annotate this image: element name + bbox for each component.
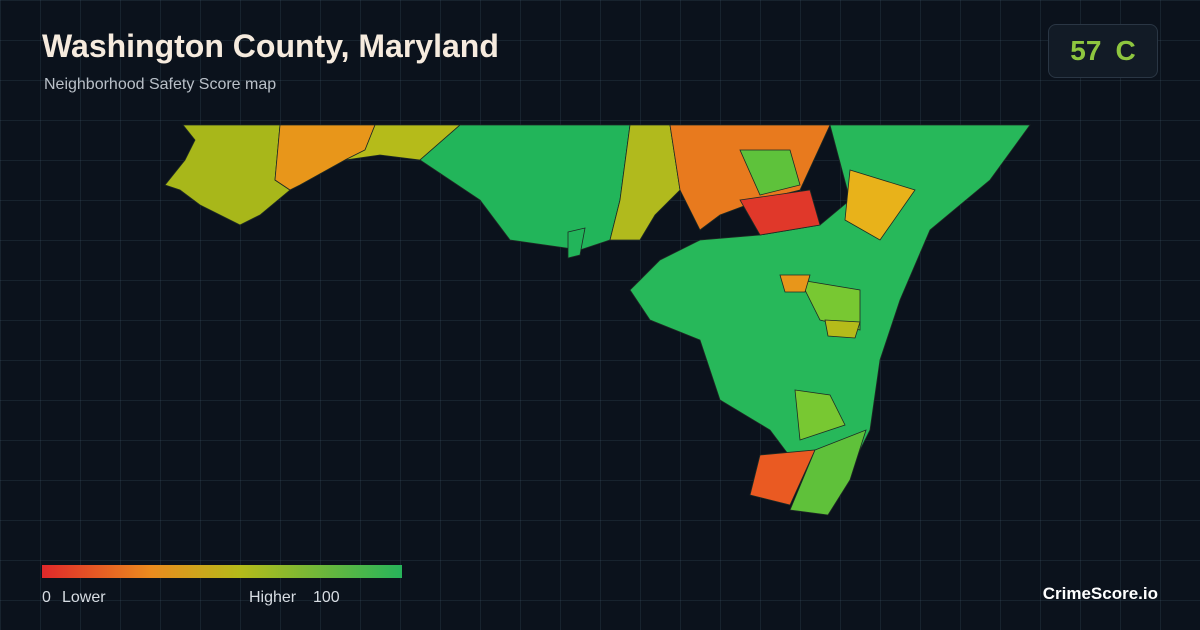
- region: [567, 227, 586, 259]
- score-badge: 57 C: [1048, 24, 1158, 78]
- legend-gradient: [42, 565, 402, 578]
- legend-max-label: Higher: [249, 589, 297, 606]
- region: [824, 319, 861, 339]
- title: Washington County, Maryland: [42, 28, 499, 64]
- region: [799, 279, 861, 331]
- score-grade: C: [1115, 35, 1136, 66]
- score-value: 57: [1070, 35, 1102, 66]
- legend-min-label: Lower: [62, 589, 106, 606]
- region: [789, 429, 867, 516]
- region: [749, 449, 816, 506]
- region: [164, 124, 291, 226]
- region: [739, 149, 801, 196]
- region: [419, 124, 631, 251]
- region: [739, 189, 821, 236]
- brand: CrimeScore.io: [1042, 584, 1158, 603]
- subtitle: Neighborhood Safety Score map: [44, 76, 277, 93]
- region: [794, 389, 846, 441]
- region: [844, 169, 916, 241]
- legend-min: 0: [42, 589, 51, 606]
- legend-max: 100: [313, 589, 340, 606]
- region: [779, 274, 811, 293]
